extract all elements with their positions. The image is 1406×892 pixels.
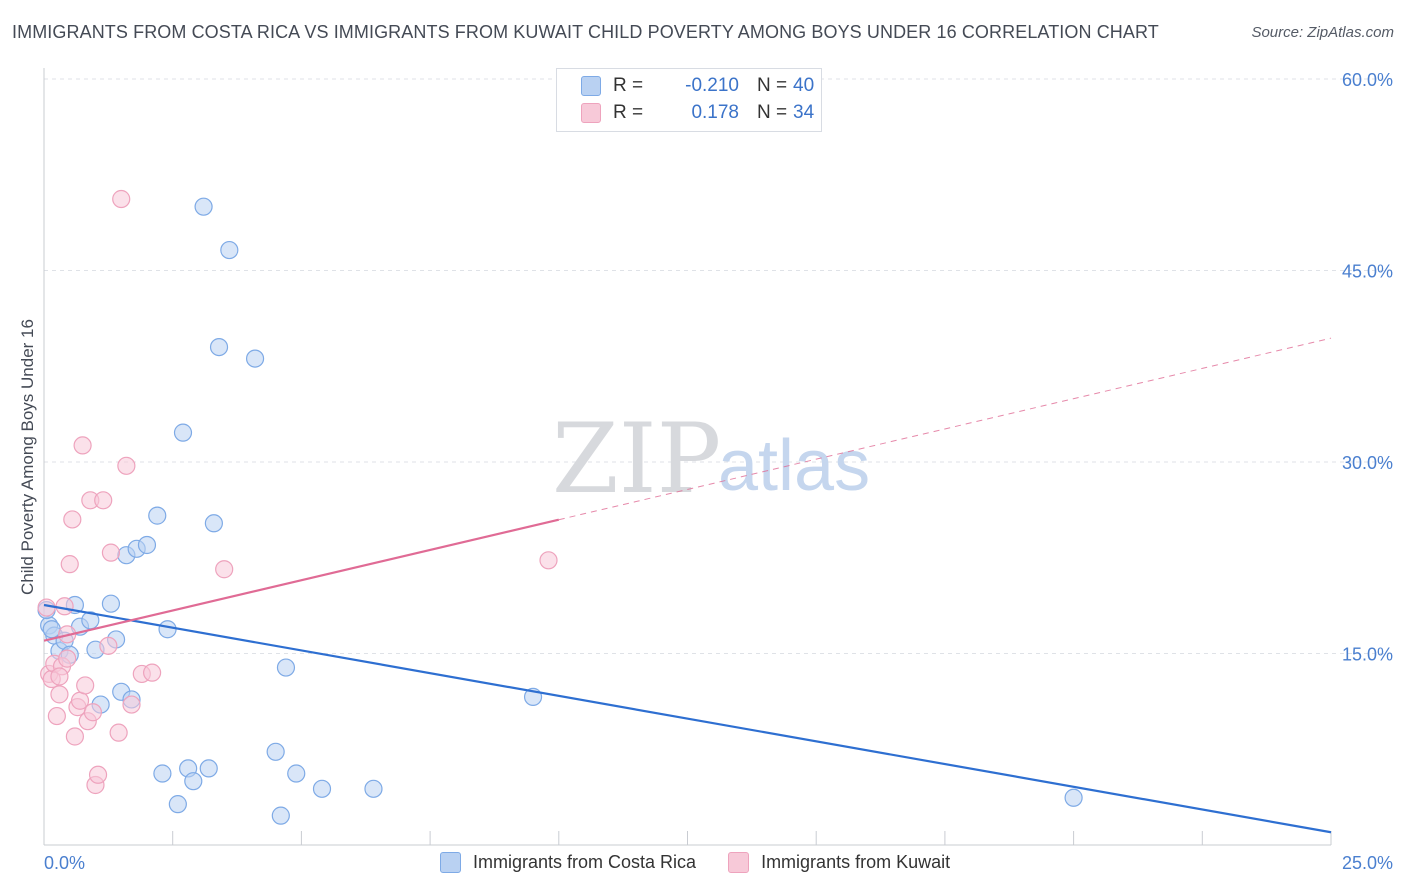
- data-point: [63, 510, 82, 529]
- data-point: [117, 456, 136, 475]
- y-axis-label: Child Poverty Among Boys Under 16: [18, 319, 37, 595]
- data-point: [168, 795, 187, 814]
- x-tick-labels: 0.0% 25.0%: [44, 853, 1393, 873]
- data-point: [1064, 788, 1083, 807]
- legend-swatch-costa-rica: [440, 852, 461, 873]
- legend-r-label: R =: [613, 75, 644, 96]
- data-point: [109, 723, 128, 742]
- legend-n-label: N =: [757, 75, 788, 96]
- data-point: [58, 649, 77, 668]
- data-point: [122, 695, 141, 714]
- watermark-atlas: atlas: [718, 426, 870, 506]
- grid-lines: [44, 78, 1393, 654]
- data-point: [47, 706, 66, 726]
- legend-item-kuwait[interactable]: Immigrants from Kuwait: [728, 852, 950, 873]
- trend-line-kuwait: [43, 518, 560, 642]
- data-point: [50, 685, 69, 704]
- legend-r-value: 0.178: [691, 102, 739, 123]
- legend-n-value: 34: [793, 102, 815, 123]
- data-point: [173, 423, 193, 442]
- axes: [43, 68, 1332, 846]
- data-point: [209, 338, 229, 357]
- chart-source: Source: ZipAtlas.com: [1251, 24, 1394, 41]
- legend-swatch-kuwait: [728, 852, 750, 873]
- x-tick-label-max: 25.0%: [1342, 853, 1393, 873]
- data-point: [158, 620, 177, 639]
- data-point: [276, 658, 296, 677]
- data-point: [153, 764, 172, 783]
- data-point: [215, 560, 234, 579]
- y-tick-label: 60.0%: [1342, 70, 1393, 90]
- y-tick-label: 15.0%: [1342, 645, 1393, 665]
- data-point: [65, 727, 84, 746]
- data-point: [137, 535, 157, 555]
- data-point: [112, 189, 131, 209]
- data-point: [271, 806, 290, 825]
- correlation-legend: R = -0.210 N = 40 R = 0.178 N = 34: [556, 68, 822, 132]
- legend-r-value: -0.210: [685, 75, 739, 96]
- x-tick-label-min: 0.0%: [44, 853, 85, 873]
- data-point: [245, 349, 265, 368]
- trend-line-costa-rica: [43, 603, 1332, 834]
- data-point: [364, 779, 383, 798]
- data-point: [42, 620, 61, 639]
- data-point: [94, 491, 113, 510]
- data-point: [55, 597, 74, 616]
- legend-label-kuwait: Immigrants from Kuwait: [761, 852, 951, 872]
- legend-label-costa-rica: Immigrants from Costa Rica: [473, 852, 697, 872]
- data-point: [266, 742, 285, 761]
- y-tick-label: 45.0%: [1342, 262, 1393, 282]
- data-point: [199, 759, 218, 778]
- y-tick-labels: 15.0% 30.0% 45.0% 60.0%: [1342, 70, 1393, 665]
- data-point: [143, 663, 162, 682]
- data-point: [50, 667, 69, 686]
- legend-swatch-costa-rica: [581, 76, 601, 96]
- data-point: [83, 703, 103, 722]
- data-point: [539, 551, 558, 570]
- series-kuwait-points: [37, 189, 558, 795]
- data-point: [287, 764, 306, 783]
- data-point: [88, 765, 108, 784]
- data-point: [101, 543, 121, 562]
- legend-r-label: R =: [613, 102, 644, 123]
- watermark-zip: ZIP: [552, 403, 721, 515]
- data-point: [101, 594, 121, 613]
- data-point: [148, 506, 167, 525]
- data-point: [76, 676, 95, 695]
- legend-item-costa-rica[interactable]: Immigrants from Costa Rica: [440, 852, 696, 873]
- legend-n-value: 40: [793, 75, 815, 96]
- legend-n-label: N =: [757, 102, 788, 123]
- data-point: [194, 197, 213, 216]
- data-point: [204, 514, 223, 533]
- chart-title: IMMIGRANTS FROM COSTA RICA VS IMMIGRANTS…: [12, 22, 1159, 42]
- data-point: [220, 240, 239, 260]
- data-point: [60, 555, 79, 574]
- data-point: [184, 772, 203, 791]
- data-point: [312, 779, 332, 798]
- data-point: [99, 636, 118, 655]
- trend-line-kuwait-extension: [558, 337, 1332, 521]
- trend-lines: [43, 337, 1332, 834]
- series-legend: Immigrants from Costa Rica Immigrants fr…: [440, 852, 982, 873]
- y-tick-label: 30.0%: [1342, 453, 1393, 473]
- data-point: [73, 436, 92, 455]
- legend-swatch-kuwait: [581, 103, 601, 123]
- watermark: ZIP atlas: [552, 403, 870, 515]
